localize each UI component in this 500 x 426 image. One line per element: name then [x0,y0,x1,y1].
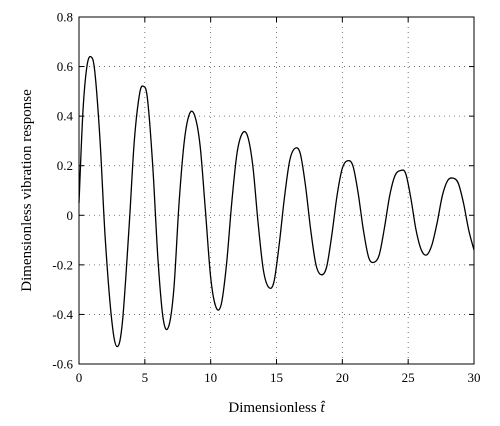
x-tick-label: 20 [336,370,349,385]
x-tick-label: 30 [468,370,481,385]
y-tick-label: 0.2 [57,158,73,173]
x-tick-label: 0 [76,370,83,385]
y-tick-label: -0.6 [52,357,73,372]
y-tick-label: -0.2 [52,257,73,272]
series-line-vibration-response [78,55,475,348]
y-tick-labels: -0.6 -0.4 -0.2 0 0.2 0.4 0.6 0.8 [52,10,73,372]
y-tick-label: 0.8 [57,10,73,25]
grid-lines [79,17,474,364]
x-tick-label: 25 [402,370,415,385]
x-axis-label: Dimensionless t̂ [228,400,325,416]
plot-frame [78,16,475,365]
y-tick-label: -0.4 [52,307,73,322]
x-tick-label: 10 [204,370,217,385]
y-tick-label: 0.4 [57,109,74,124]
y-axis-label: Dimensionless vibration response [19,89,35,292]
x-tick-label: 15 [270,370,283,385]
x-tick-labels: 0 5 10 15 20 25 30 [76,370,481,385]
axis-ticks [78,16,475,365]
y-tick-label: 0.6 [57,59,74,74]
y-tick-label: 0 [67,208,74,223]
x-tick-label: 5 [142,370,149,385]
